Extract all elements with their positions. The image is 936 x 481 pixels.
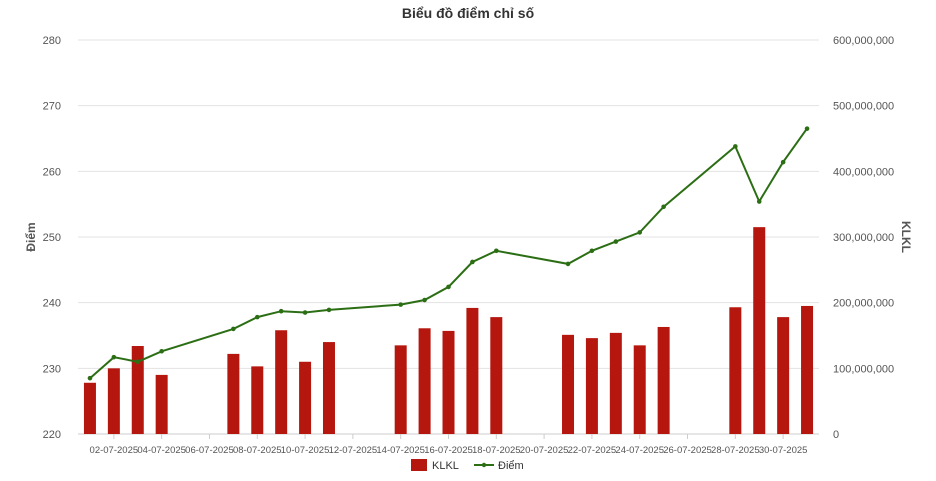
y-right-tick-label: 300,000,000 [833,232,894,244]
index-point[interactable] [470,259,475,265]
index-point[interactable] [302,310,308,315]
legend: KLKL Điểm [411,459,524,472]
x-tick-label: 26-07-2025 [663,445,712,456]
index-point[interactable] [87,375,93,381]
x-tick-label: 04-07-2025 [137,445,186,456]
y-left-tick-label: 270 [43,101,61,113]
index-line [87,126,810,381]
x-tick-label: 20-07-2025 [520,445,569,456]
x-tick-label: 14-07-2025 [376,445,425,456]
volume-bar[interactable] [490,317,503,434]
x-tick-label: 22-07-2025 [568,445,617,456]
volume-bar[interactable] [394,345,407,434]
volume-bars [83,227,814,434]
index-point[interactable] [159,348,164,354]
legend-label-volume: KLKL [432,460,459,472]
volume-bar[interactable] [729,307,742,434]
y-left-tick-label: 250 [43,232,61,244]
index-point[interactable] [111,354,117,360]
volume-bar[interactable] [466,307,479,434]
legend-item-volume[interactable]: KLKL [411,459,459,472]
x-tick-label: 08-07-2025 [233,445,282,456]
volume-bar[interactable] [609,332,622,434]
volume-bar[interactable] [299,361,312,434]
volume-bar[interactable] [131,346,144,434]
legend-label-index: Điểm [498,460,524,472]
index-point[interactable] [231,326,236,332]
y-right-axis: 0 100,000,000 200,000,000 300,000,000 400,00… [833,35,894,441]
volume-bar[interactable] [227,353,240,434]
y-left-tick-label: 240 [43,298,61,310]
x-tick-label: 24-07-2025 [615,445,664,456]
index-point[interactable] [446,284,451,290]
x-tick-label: 18-07-2025 [472,445,521,456]
y-left-tick-label: 260 [43,166,61,178]
index-point[interactable] [637,230,643,235]
grid-lines [78,39,819,435]
index-point[interactable] [254,314,260,320]
legend-swatch-volume [411,459,427,471]
volume-bar[interactable] [777,317,790,434]
volume-bar[interactable] [251,366,264,434]
index-point[interactable] [565,261,571,267]
y-right-tick-label: 100,000,000 [833,363,894,375]
y-left-axis-title: Điểm [24,222,38,251]
index-point[interactable] [278,308,284,314]
y-right-tick-label: 500,000,000 [833,101,894,113]
volume-bar[interactable] [585,338,598,434]
legend-item-index[interactable]: Điểm [474,460,524,472]
y-left-tick-label: 220 [43,429,61,441]
x-tick-label: 28-07-2025 [711,445,760,456]
x-tick-label: 02-07-2025 [90,445,139,456]
index-point[interactable] [780,159,786,165]
y-right-axis-title: KLKL [899,221,913,253]
y-right-tick-label: 200,000,000 [833,298,894,310]
chart-title: Biểu đồ điểm chỉ số [402,5,535,21]
legend-swatch-index-marker [481,462,487,468]
index-point[interactable] [756,199,762,204]
volume-bar[interactable] [753,227,766,434]
index-point[interactable] [326,307,332,313]
x-tick-label: 06-07-2025 [185,445,234,456]
volume-bar[interactable] [418,328,431,434]
x-axis: 02-07-2025 04-07-2025 06-07-2025 08-07-2025… [90,434,808,456]
y-right-tick-label: 600,000,000 [833,35,894,47]
index-point[interactable] [733,144,738,149]
x-tick-label: 16-07-2025 [424,445,473,456]
index-point[interactable] [613,239,619,244]
volume-bar[interactable] [801,305,814,434]
x-tick-label: 12-07-2025 [329,445,378,456]
volume-bar[interactable] [155,374,168,434]
index-point[interactable] [135,359,141,365]
index-point[interactable] [804,126,810,131]
y-left-axis: 220 230 240 250 260 270 280 [43,35,61,441]
x-tick-label: 30-07-2025 [759,445,808,456]
volume-bar[interactable] [657,326,670,434]
volume-bar[interactable] [442,330,455,434]
y-left-tick-label: 280 [43,35,61,47]
volume-bar[interactable] [83,382,96,434]
volume-bar[interactable] [107,368,120,434]
index-point[interactable] [422,297,427,303]
volume-bar[interactable] [633,345,646,434]
y-left-tick-label: 230 [43,363,61,375]
volume-bar[interactable] [562,334,575,434]
y-right-tick-label: 0 [833,429,839,441]
index-point[interactable] [494,248,499,254]
index-point[interactable] [398,302,403,307]
volume-bar[interactable] [322,342,335,434]
y-right-tick-label: 400,000,000 [833,166,894,178]
volume-bar[interactable] [275,330,288,434]
x-tick-label: 10-07-2025 [281,445,330,456]
index-point[interactable] [661,204,666,210]
index-point[interactable] [589,248,595,254]
